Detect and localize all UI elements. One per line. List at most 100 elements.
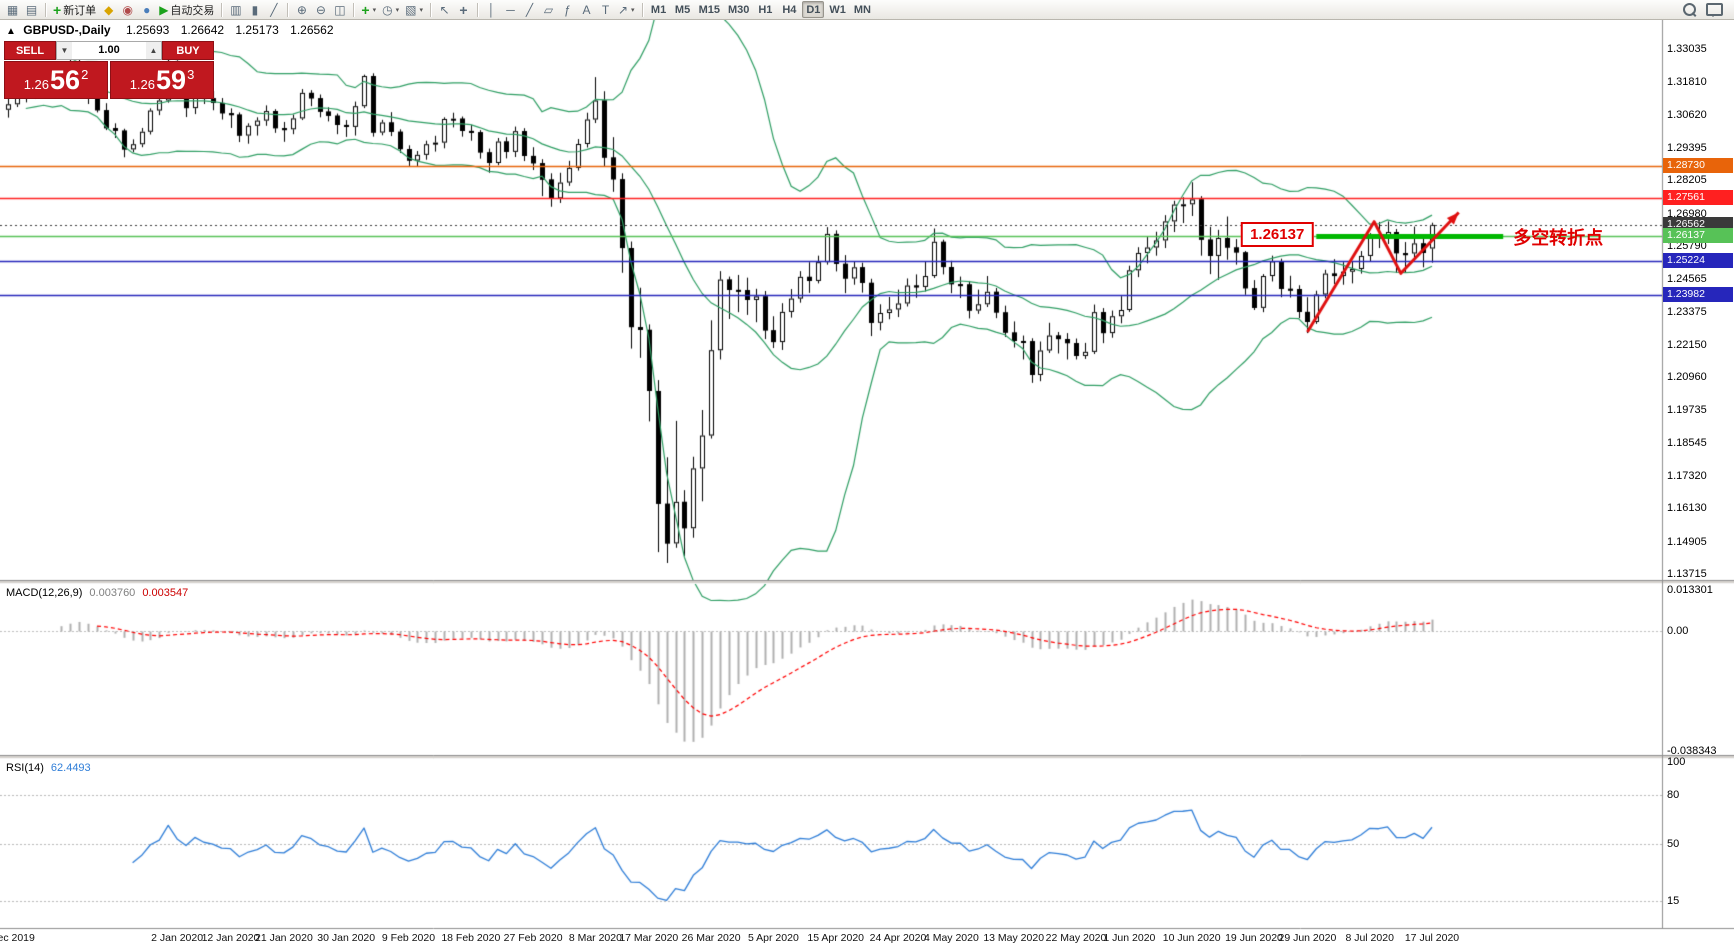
date-axis-label: 21 Jan 2020 [254, 932, 313, 944]
price-axis-label: 1.28205 [1667, 174, 1707, 187]
timeframe-h4-button[interactable]: H4 [778, 1, 800, 18]
zoom-in-button[interactable]: ⊕ [292, 1, 311, 18]
indicators-button[interactable]: + ▾ [358, 1, 379, 18]
sell-price-prefix: 1.26 [23, 77, 50, 92]
zoom-out-button[interactable]: ⊖ [311, 1, 330, 18]
price-axis-label: 1.29395 [1667, 141, 1707, 154]
sell-button[interactable]: SELL [4, 41, 56, 60]
price-axis-label: 1.22150 [1667, 338, 1707, 351]
macd-axis-label: 0.013301 [1667, 584, 1713, 596]
chart-candlesticks-button[interactable]: ▮ [245, 1, 264, 18]
profiles-button[interactable]: ▤ [22, 1, 41, 18]
crosshair-icon: + [459, 1, 468, 18]
price-axis-label: 1.14905 [1667, 535, 1707, 548]
text-icon: A [582, 2, 591, 17]
crosshair-button[interactable]: + [454, 1, 473, 18]
cursor-icon: ↖ [439, 2, 450, 17]
price-line-badge: 1.27561 [1663, 189, 1733, 205]
periods-button[interactable]: ◷ ▾ [379, 1, 402, 18]
date-axis-label: 1 Jun 2020 [1103, 932, 1156, 944]
price-level-annotation: 1.26137 [1241, 222, 1314, 248]
price-axis-label: 1.24565 [1667, 273, 1707, 286]
price-axis-label: 1.33035 [1667, 43, 1707, 55]
macd-axis-label: -0.038343 [1667, 745, 1717, 757]
low-value: 1.25173 [235, 23, 279, 37]
chart-bars-button[interactable]: ▥ [226, 1, 245, 18]
price-axis-label: 1.19735 [1667, 404, 1707, 417]
chart-bars-icon: ▥ [230, 2, 242, 17]
toolbar: ▦ ▤ + 新订单 ◆ ◉ ● ▶ 自动交易 ▥ ▮ ╱ ⊕ ⊖ ◫ + ▾ ◷ ▾ ▧ ▾ ↖ + │ ─ ╱ ▱ ƒ A T ↗ ▾ M1 M… [0, 0, 1734, 20]
symbol-period-label: GBPUSD-,Daily [23, 23, 111, 37]
help-icon: ◉ [122, 2, 133, 17]
buy-button[interactable]: BUY [162, 41, 214, 60]
one-click-collapse-icon[interactable]: ▲ [6, 26, 16, 37]
toolbar-buttons: ▦ ▤ + 新订单 ◆ ◉ ● ▶ 自动交易 ▥ ▮ ╱ ⊕ ⊖ ◫ + ▾ ◷ ▾ ▧ ▾ ↖ + │ ─ ╱ ▱ ƒ A T ↗ ▾ M1 M… [3, 0, 875, 20]
zoom-out-icon: ⊖ [315, 2, 326, 17]
cursor-button[interactable]: ↖ [435, 1, 454, 18]
horizontal-line-button[interactable]: ─ [501, 1, 520, 18]
macd-signal-value: 0.003547 [142, 587, 189, 599]
timeframe-m5-button[interactable]: M5 [672, 1, 694, 18]
new-order-label: 新订单 [63, 4, 97, 17]
new-chart-icon: ▦ [6, 2, 19, 17]
volume-decrease-button[interactable]: ▼ [57, 42, 72, 59]
fibonacci-button[interactable]: ƒ [558, 1, 577, 18]
templates-button[interactable]: ▧ ▾ [402, 1, 426, 18]
rsi-name: RSI(14) [6, 762, 44, 774]
date-axis-label: 8 Jul 2020 [1345, 932, 1394, 944]
equidistant-channel-button[interactable]: ▱ [539, 1, 558, 18]
rsi-indicator-label: RSI(14) 62.4493 [6, 762, 91, 774]
chart-canvas[interactable] [0, 20, 1734, 948]
date-axis-label: 29 Jun 2020 [1278, 932, 1337, 944]
timeframe-m15-button[interactable]: M15 [696, 1, 723, 18]
one-click-top-row: SELL ▼ 1.00 ▲ BUY [4, 41, 214, 60]
community-button[interactable]: ● [137, 1, 156, 18]
one-click-price-row: 1.26 56 2 1.26 59 3 [4, 61, 214, 99]
tile-windows-button[interactable]: ◫ [330, 1, 349, 18]
chat-icon[interactable] [1706, 3, 1723, 17]
volume-control: ▼ 1.00 ▲ [56, 41, 162, 60]
volume-increase-button[interactable]: ▲ [146, 42, 161, 59]
text-button[interactable]: A [577, 1, 596, 18]
date-axis-label: 8 Mar 2020 [568, 932, 622, 944]
price-axis-label: 1.17320 [1667, 470, 1707, 483]
sell-price-button[interactable]: 1.26 56 2 [4, 61, 108, 99]
help-button[interactable]: ◉ [118, 1, 137, 18]
date-axis-label: 19 Jun 2020 [1225, 932, 1283, 944]
date-axis-label: 10 Jun 2020 [1162, 932, 1221, 944]
toolbar-separator [287, 2, 289, 17]
price-axis-label: 1.26980 [1667, 207, 1707, 220]
volume-input[interactable]: 1.00 [98, 44, 120, 56]
timeframe-m30-button[interactable]: M30 [725, 1, 752, 18]
text-label-button[interactable]: T [596, 1, 615, 18]
timeframe-h1-button[interactable]: H1 [754, 1, 776, 18]
price-axis-label: 1.18545 [1667, 436, 1707, 449]
chart-line-button[interactable]: ╱ [264, 1, 283, 18]
toolbar-separator [429, 2, 431, 17]
rsi-value: 62.4493 [50, 762, 91, 774]
rsi-axis-label: 50 [1667, 838, 1680, 850]
vertical-line-button[interactable]: │ [482, 1, 501, 18]
date-axis-label: 5 Apr 2020 [747, 932, 799, 944]
timeframe-d1-button[interactable]: D1 [802, 1, 825, 18]
chart-candlesticks-icon: ▮ [251, 2, 259, 17]
chart-title: ▲ GBPUSD-,Daily 1.25693 1.26642 1.25173 … [6, 23, 342, 37]
timeframe-m1-button[interactable]: M1 [648, 1, 670, 18]
timeframe-mn-button[interactable]: MN [851, 1, 874, 18]
date-axis-label: 9 Feb 2020 [381, 932, 436, 944]
new-chart-button[interactable]: ▦ [3, 1, 22, 18]
autotrading-button[interactable]: ▶ 自动交易 [156, 1, 217, 18]
price-axis-label: 1.30620 [1667, 108, 1707, 121]
rsi-axis-label: 100 [1667, 756, 1686, 768]
text-label-icon: T [601, 2, 610, 17]
price-axis-label: 1.20960 [1667, 371, 1707, 384]
arrows-tool-button[interactable]: ↗ ▾ [615, 1, 638, 18]
new-order-button[interactable]: + 新订单 [50, 1, 99, 18]
trendline-button[interactable]: ╱ [520, 1, 539, 18]
buy-price-button[interactable]: 1.26 59 3 [110, 61, 214, 99]
search-icon[interactable] [1683, 3, 1696, 16]
close-value: 1.26562 [290, 23, 334, 37]
timeframe-w1-button[interactable]: W1 [826, 1, 849, 18]
toolbar-separator [641, 2, 643, 17]
metaeditor-button[interactable]: ◆ [99, 1, 118, 18]
